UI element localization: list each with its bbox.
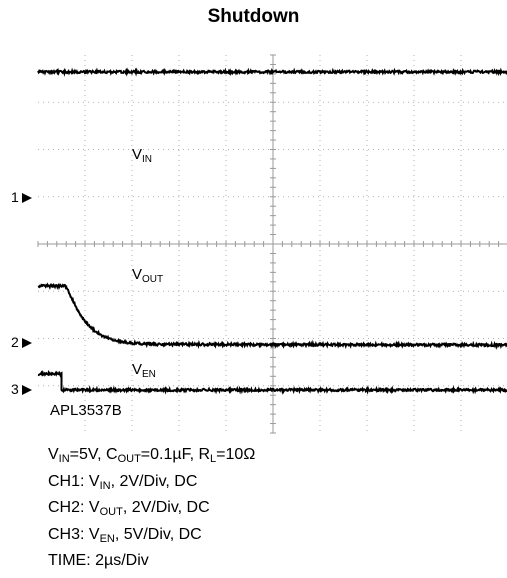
vin-label-sub: IN <box>142 154 152 165</box>
ch1-post: , 2V/Div, DC <box>111 473 198 490</box>
ch1-sub: IN <box>100 480 111 492</box>
channel-2-number: 2 <box>11 334 19 350</box>
ven-label-main: V <box>132 361 142 378</box>
arrow-right-icon <box>22 385 32 395</box>
cond-vin-main: V <box>48 446 59 463</box>
channel-2-marker: 2 <box>11 335 32 349</box>
channel-3-marker: 3 <box>11 382 32 396</box>
ch3-sub: EN <box>100 533 115 545</box>
ch3-pre: CH3: V <box>48 526 100 543</box>
cond-cout-main: =5V, C <box>70 446 118 463</box>
vin-label-main: V <box>132 146 142 163</box>
condition-time: TIME: 2µs/Div <box>48 550 255 573</box>
condition-ch1: CH1: VIN, 2V/Div, DC <box>48 471 255 498</box>
cond-rl-value: =10Ω <box>216 446 255 463</box>
vin-label: VIN <box>132 146 152 165</box>
arrow-right-icon <box>22 338 32 348</box>
ch2-pre: CH2: V <box>48 499 100 516</box>
condition-ch3: CH3: VEN, 5V/Div, DC <box>48 524 255 551</box>
vout-label-sub: OUT <box>142 274 163 285</box>
test-conditions: VIN=5V, COUT=0.1µF, RL=10Ω CH1: VIN, 2V/… <box>48 444 255 573</box>
ch2-post: , 2V/Div, DC <box>123 499 210 516</box>
cond-vin-sub: IN <box>59 453 70 465</box>
condition-line-1: VIN=5V, COUT=0.1µF, RL=10Ω <box>48 444 255 471</box>
channel-1-number: 1 <box>11 189 19 205</box>
channel-1-marker: 1 <box>11 190 32 204</box>
ch1-pre: CH1: V <box>48 473 100 490</box>
vout-label: VOUT <box>132 266 163 285</box>
ch3-post: , 5V/Div, DC <box>115 526 202 543</box>
channel-3-number: 3 <box>11 381 19 397</box>
condition-ch2: CH2: VOUT, 2V/Div, DC <box>48 497 255 524</box>
oscilloscope-plot <box>0 0 507 440</box>
ven-label: VEN <box>132 361 156 380</box>
cond-rl-main: =0.1µF, R <box>141 446 210 463</box>
trace-vin <box>38 71 507 73</box>
ven-label-sub: EN <box>142 369 156 380</box>
arrow-right-icon <box>22 193 32 203</box>
vout-label-main: V <box>132 266 142 283</box>
ch2-sub: OUT <box>100 506 123 518</box>
model-label: APL3537B <box>48 402 124 419</box>
cond-cout-sub: OUT <box>118 453 141 465</box>
